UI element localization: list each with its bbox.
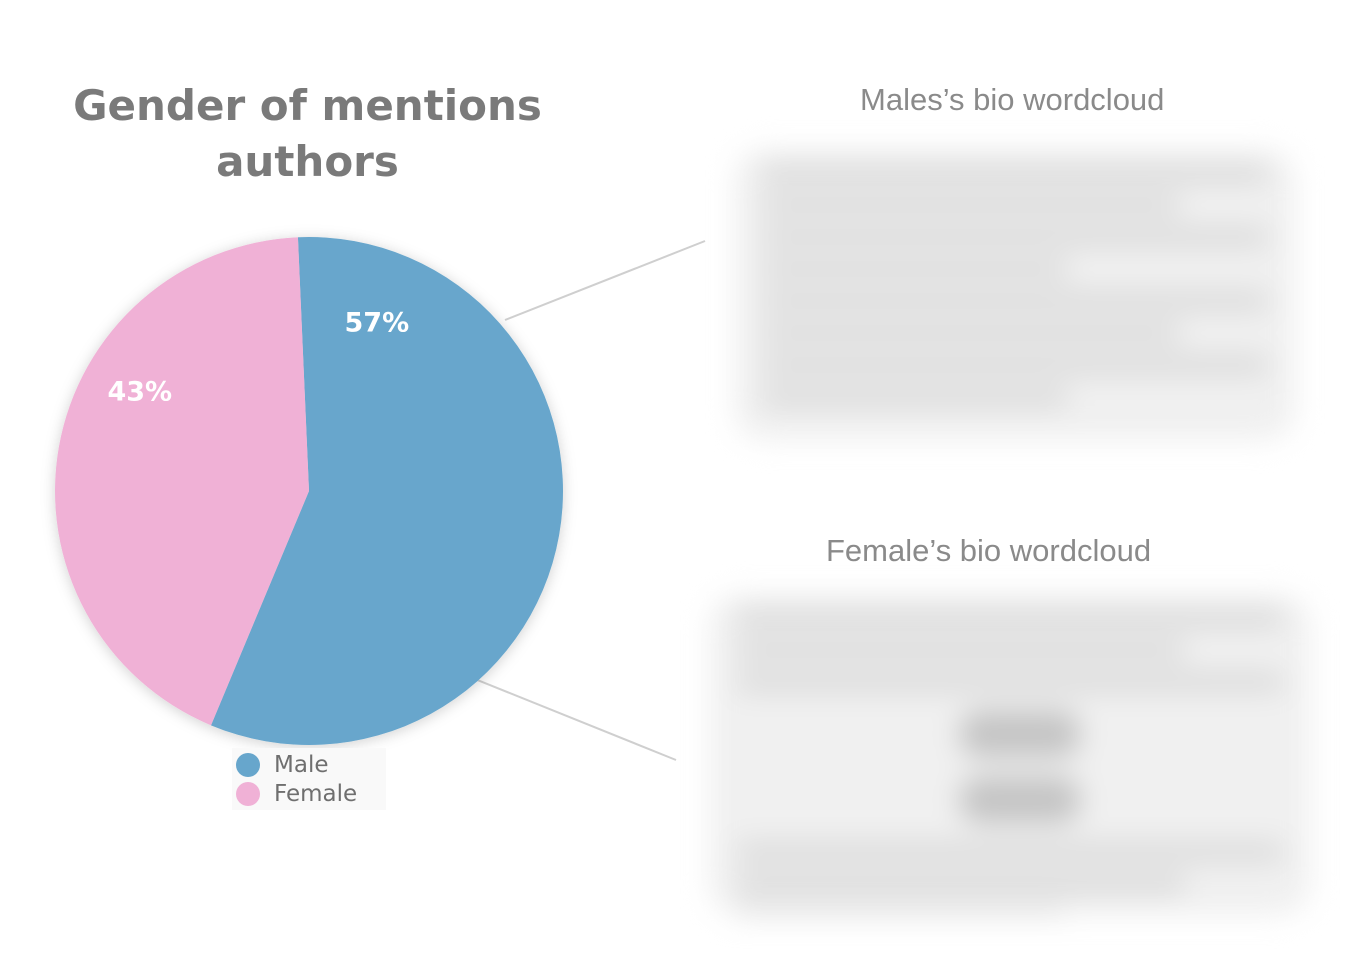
chart-title: Gender of mentions authors: [73, 81, 542, 186]
legend-item-female[interactable]: Female: [236, 779, 382, 808]
males-wordcloud-image: [735, 150, 1295, 440]
females-wordcloud-image: [710, 595, 1310, 915]
male-connector-line: [504, 240, 706, 321]
pie-slice-female[interactable]: [54, 237, 310, 726]
legend-label-male: Male: [274, 751, 329, 778]
males-wordcloud-title: Males’s bio wordcloud: [860, 82, 1165, 117]
females-wordcloud-title: Female’s bio wordcloud: [826, 533, 1152, 568]
slice-label-female: 43%: [107, 376, 172, 407]
legend-swatch-female: [236, 781, 260, 806]
chart-legend: Male Female: [232, 748, 386, 810]
female-connector-line: [459, 672, 677, 761]
legend-label-female: Female: [274, 780, 358, 807]
slice-label-male: 57%: [345, 307, 410, 338]
legend-swatch-male: [236, 752, 260, 777]
legend-item-male[interactable]: Male: [236, 750, 382, 779]
pie-slice-male[interactable]: [210, 237, 563, 745]
